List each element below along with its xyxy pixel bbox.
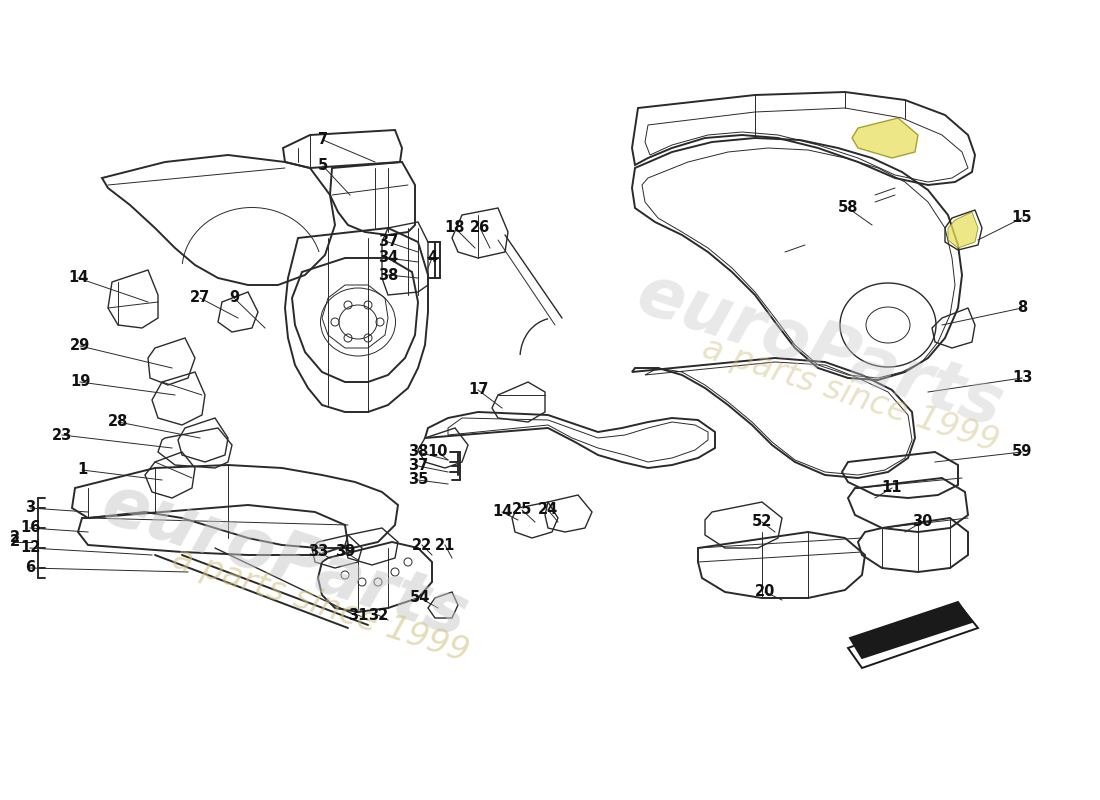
Text: 12: 12: [20, 541, 41, 555]
Text: 16: 16: [20, 521, 41, 535]
Text: 34: 34: [378, 250, 398, 266]
Text: 2: 2: [10, 534, 20, 550]
Text: 28: 28: [108, 414, 129, 430]
Text: 5: 5: [318, 158, 328, 174]
Text: 6: 6: [25, 561, 35, 575]
Text: 9: 9: [229, 290, 239, 306]
Text: 21: 21: [434, 538, 455, 553]
Text: 52: 52: [751, 514, 772, 530]
Text: 59: 59: [1012, 445, 1032, 459]
Text: 17: 17: [468, 382, 488, 398]
Text: 3: 3: [25, 501, 35, 515]
Text: 24: 24: [538, 502, 558, 518]
Text: 26: 26: [470, 221, 491, 235]
Text: 22: 22: [411, 538, 432, 553]
Text: 35: 35: [408, 473, 428, 487]
Text: 11: 11: [882, 481, 902, 495]
Text: 14: 14: [492, 505, 513, 519]
Text: 8: 8: [1016, 301, 1027, 315]
Text: 37: 37: [408, 458, 428, 474]
Text: 14: 14: [68, 270, 88, 286]
Text: 25: 25: [512, 502, 532, 518]
Text: 37: 37: [378, 234, 398, 250]
Text: euroParts: euroParts: [94, 470, 476, 650]
Text: 15: 15: [1012, 210, 1032, 226]
Text: 39: 39: [334, 545, 355, 559]
Text: 33: 33: [308, 545, 328, 559]
Polygon shape: [948, 212, 978, 248]
Text: 2: 2: [10, 530, 20, 546]
Text: 30: 30: [912, 514, 932, 530]
Text: 54: 54: [410, 590, 430, 606]
Text: 4: 4: [427, 250, 437, 266]
Text: 29: 29: [70, 338, 90, 354]
Text: 1: 1: [77, 462, 87, 478]
Text: 38: 38: [377, 267, 398, 282]
Text: 13: 13: [1012, 370, 1032, 386]
Text: 7: 7: [318, 133, 328, 147]
Polygon shape: [852, 118, 918, 158]
Text: 31: 31: [348, 607, 369, 622]
Text: euroParts: euroParts: [628, 259, 1012, 441]
Text: 27: 27: [190, 290, 210, 306]
Text: 19: 19: [69, 374, 90, 390]
Text: a parts since 1999: a parts since 1999: [167, 542, 473, 669]
Text: 58: 58: [838, 201, 858, 215]
Text: 23: 23: [52, 427, 73, 442]
Text: 32: 32: [367, 607, 388, 622]
Text: 38: 38: [408, 445, 428, 459]
Text: 10: 10: [428, 445, 449, 459]
Text: 18: 18: [444, 221, 465, 235]
Text: a parts since 1999: a parts since 1999: [697, 331, 1002, 458]
Polygon shape: [850, 602, 972, 658]
Text: 20: 20: [755, 585, 775, 599]
